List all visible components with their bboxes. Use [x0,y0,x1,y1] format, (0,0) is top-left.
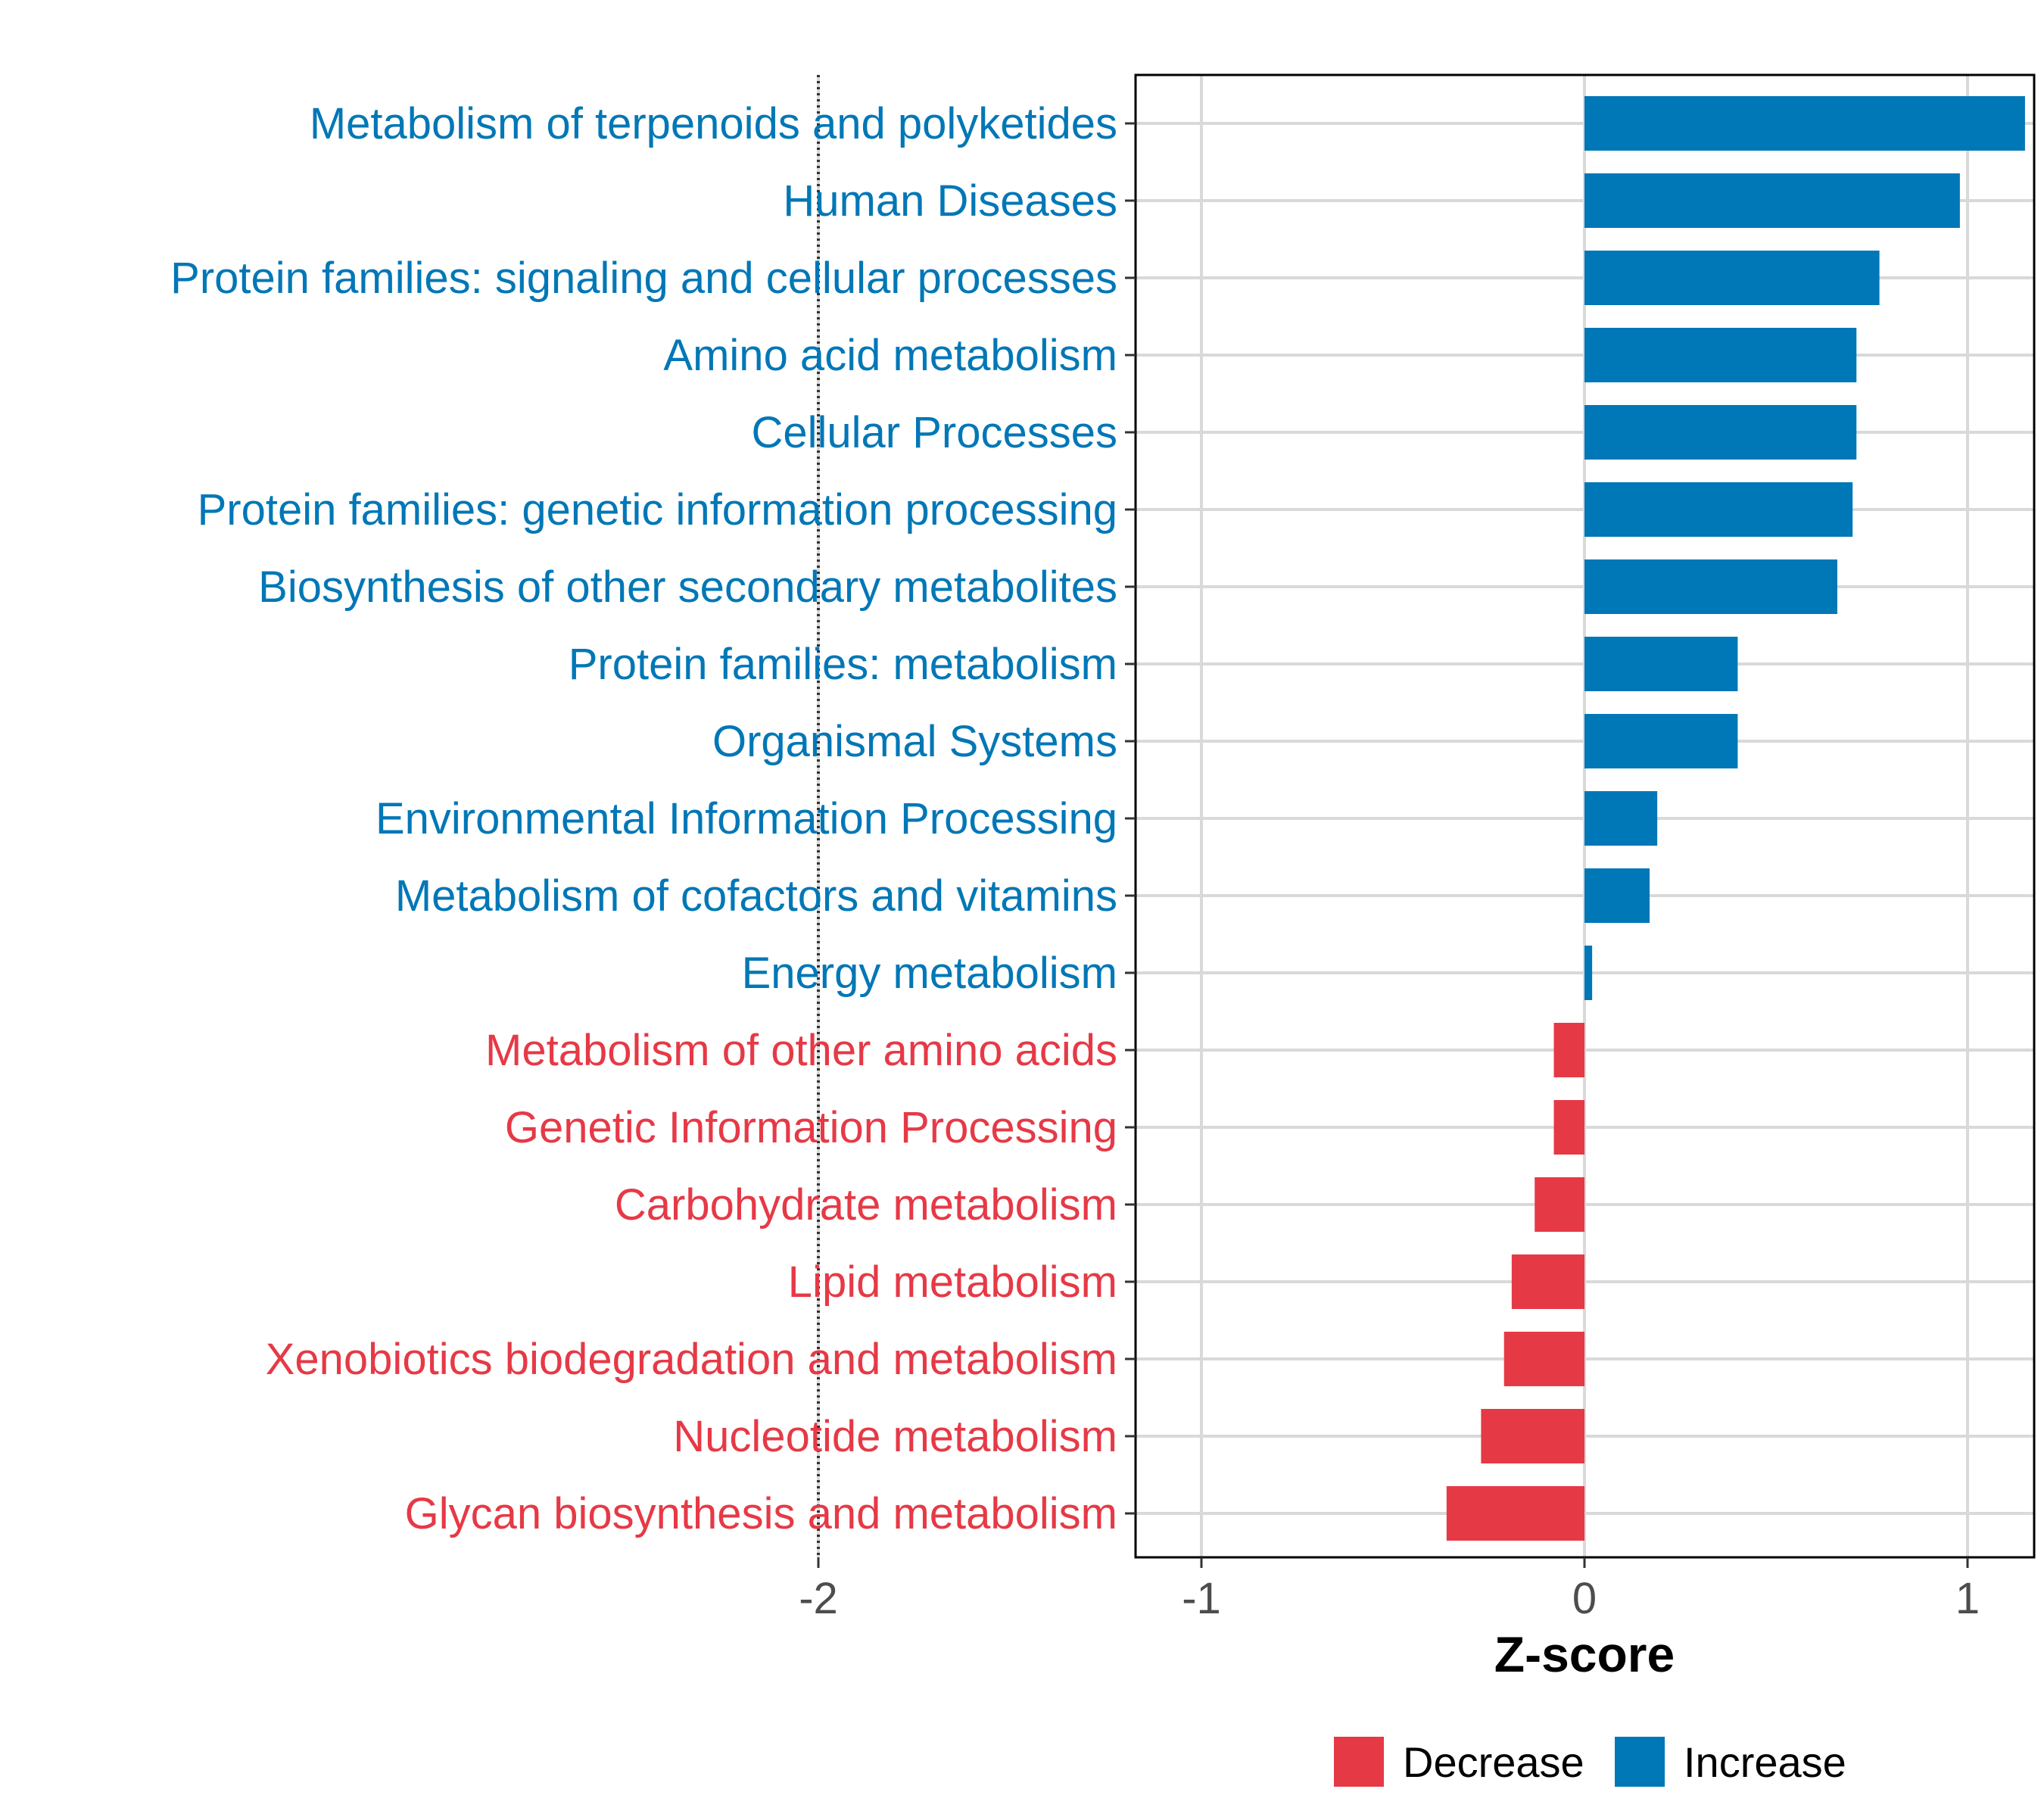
bar-18 [1446,1486,1584,1541]
bar-1 [1584,173,1960,228]
reference-lines [817,75,820,1557]
category-label-17: Nucleotide metabolism [673,1412,1117,1461]
category-label-18: Glycan biosynthesis and metabolism [405,1489,1117,1538]
category-label-5: Protein families: genetic information pr… [198,485,1117,535]
legend-label-decrease: Decrease [1403,1738,1584,1786]
x-tick-label-1: -1 [1182,1574,1221,1623]
legend-label-increase: Increase [1684,1738,1846,1786]
legend-swatch-decrease [1334,1737,1384,1787]
category-label-3: Amino acid metabolism [663,331,1117,380]
category-label-6: Biosynthesis of other secondary metaboli… [258,563,1117,612]
y-axis-ticks [1125,122,1136,1515]
x-tick-label-0: -2 [799,1574,838,1623]
bar-16 [1503,1332,1584,1386]
category-label-14: Carbohydrate metabolism [615,1180,1117,1230]
bar-2 [1584,251,1880,305]
category-label-16: Xenobiotics biodegradation and metabolis… [266,1335,1117,1384]
x-tick-label-2: 0 [1572,1574,1597,1623]
bar-4 [1584,405,1857,460]
x-axis-title: Z-score [1494,1626,1675,1682]
bars [1446,96,2025,1541]
category-label-9: Environmental Information Processing [375,794,1117,843]
legend-swatch-increase [1615,1737,1665,1787]
bar-0 [1584,96,2025,151]
x-tick-label-3: 1 [1955,1574,1980,1623]
bar-7 [1584,637,1738,691]
category-label-1: Human Diseases [783,176,1117,226]
legend: Decrease Increase [1334,1737,1846,1787]
bar-9 [1584,791,1658,846]
bar-15 [1511,1254,1584,1309]
bar-6 [1584,559,1837,614]
category-label-11: Energy metabolism [742,949,1117,998]
category-labels: Metabolism of terpenoids and polyketides… [170,99,1117,1538]
category-label-4: Cellular Processes [751,408,1117,457]
bar-3 [1584,328,1857,382]
category-label-2: Protein families: signaling and cellular… [170,254,1117,303]
bar-5 [1584,482,1853,537]
category-label-7: Protein families: metabolism [569,640,1117,689]
x-axis-ticks: -2-1012 [799,1557,1980,1623]
bar-17 [1481,1409,1584,1463]
bar-12 [1553,1023,1584,1077]
category-label-8: Organismal Systems [712,717,1117,766]
category-label-15: Lipid metabolism [788,1258,1117,1307]
category-label-13: Genetic Information Processing [505,1103,1117,1152]
bar-14 [1535,1177,1584,1232]
bar-8 [1584,714,1738,768]
category-label-12: Metabolism of other amino acids [485,1026,1117,1075]
bar-11 [1584,946,1593,1000]
bar-13 [1553,1100,1584,1155]
category-label-0: Metabolism of terpenoids and polyketides [310,99,1117,148]
bar-10 [1584,868,1650,923]
category-label-10: Metabolism of cofactors and vitamins [395,871,1117,921]
